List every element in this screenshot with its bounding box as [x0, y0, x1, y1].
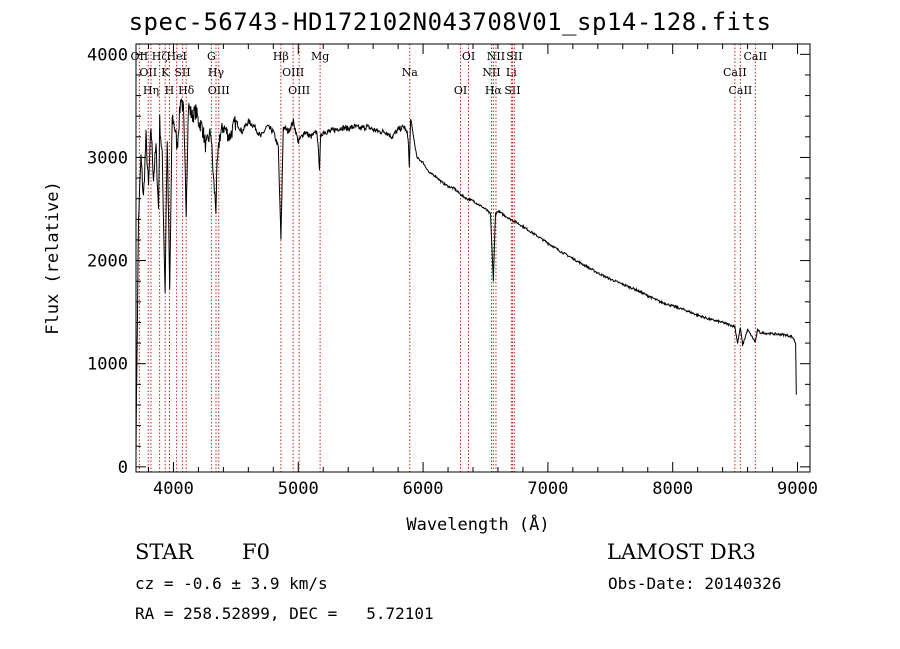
y-axis-label: Flux (relative) [43, 181, 63, 335]
line-label: OIII [282, 66, 304, 79]
x-tick-label: 8000 [652, 479, 693, 499]
x-tick-label: 7000 [527, 479, 568, 499]
line-label: Hδ [178, 84, 195, 97]
line-label: HeI [166, 50, 186, 63]
line-label: Hζ [152, 50, 168, 63]
chart-title: spec-56743-HD172102N043708V01_sp14-128.f… [128, 8, 772, 36]
x-axis-label: Wavelength (Å) [406, 513, 549, 535]
line-label: Hη [143, 84, 159, 97]
line-label: Na [402, 66, 419, 79]
plot-frame [135, 43, 811, 473]
line-label: G [207, 50, 216, 63]
object-type: STAR [135, 540, 194, 564]
x-tick-label: 6000 [403, 479, 444, 499]
observation-date: Obs-Date: 20140326 [608, 574, 782, 593]
object-subclass: F0 [242, 540, 270, 564]
line-label: OII [139, 66, 157, 79]
line-label: NII [487, 50, 505, 63]
line-label: Hγ [208, 66, 225, 79]
line-label: OIII [288, 84, 310, 97]
line-label: OI [462, 50, 475, 63]
line-label: Hβ [273, 50, 289, 63]
y-tick-label: 0 [118, 458, 128, 478]
line-label: CaII [743, 50, 767, 63]
survey-name: LAMOST DR3 [607, 540, 756, 564]
y-tick-label: 4000 [87, 45, 128, 65]
x-tick-label: 5000 [278, 479, 319, 499]
y-tick-label: 1000 [87, 355, 128, 375]
line-label: SII [506, 50, 522, 63]
line-label: NII [482, 66, 500, 79]
line-label: SII [174, 66, 190, 79]
line-label: Mg [311, 50, 329, 63]
line-label: CaII [723, 66, 747, 79]
spectrum-line [135, 98, 797, 455]
line-label: Li [506, 66, 517, 79]
x-tick-label: 4000 [153, 479, 194, 499]
x-tick-label: 9000 [777, 479, 818, 499]
y-tick-label: 3000 [87, 148, 128, 168]
ra-dec-coordinates: RA = 258.52899, DEC = 5.72101 [135, 604, 434, 623]
line-label: CaII [729, 84, 753, 97]
line-label: H [165, 84, 175, 97]
redshift-cz: cz = -0.6 ± 3.9 km/s [135, 574, 328, 593]
line-label: OIII [208, 84, 230, 97]
line-label: OI [454, 84, 467, 97]
line-label: OII [131, 50, 149, 63]
line-label: SII [504, 84, 520, 97]
line-label: Hα [485, 84, 503, 97]
y-tick-label: 2000 [87, 252, 128, 272]
line-label: K [161, 66, 170, 79]
